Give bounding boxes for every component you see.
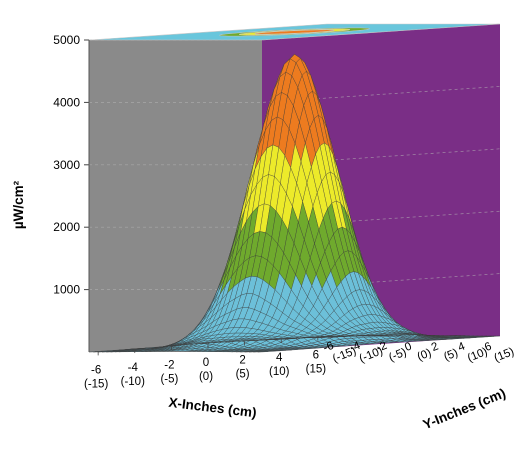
- x-tick-label-cm: (-10): [121, 376, 145, 388]
- y-tick-label-cm: (0): [416, 347, 434, 363]
- x-tick-label-cm: (-5): [160, 373, 178, 385]
- x-tick-label: 2: [239, 355, 245, 367]
- x-tick-label: 4: [276, 352, 283, 364]
- x-axis-title: X-Inches (cm): [168, 395, 258, 421]
- x-tick-label: 0: [203, 357, 209, 369]
- x-tick-label: -6: [91, 364, 101, 376]
- y-tick-label-cm: (15): [492, 346, 516, 365]
- y-tick-label-cm: (5): [442, 347, 460, 363]
- x-tick-label-cm: (15): [306, 364, 327, 376]
- x-tick-label: -4: [128, 362, 139, 374]
- z-tick-label: 3000: [53, 158, 80, 172]
- y-axis-title: Y-Inches (cm): [421, 385, 508, 432]
- z-tick-label: 1000: [53, 283, 80, 297]
- z-axis-title: µW/cm²: [11, 180, 26, 229]
- x-tick-label-cm: (-15): [84, 378, 108, 390]
- x-tick-label-cm: (0): [199, 371, 213, 383]
- x-tick-label-cm: (5): [236, 369, 250, 381]
- y-tick-label: 4: [456, 340, 467, 354]
- x-tick-label-cm: (10): [269, 366, 290, 378]
- x-tick-label: 6: [313, 350, 319, 362]
- z-tick-label: 5000: [53, 33, 80, 47]
- y-tick-label: 2: [430, 340, 440, 354]
- z-tick-label: 2000: [53, 220, 80, 234]
- z-tick-label: 4000: [53, 95, 80, 109]
- x-tick-label: -2: [164, 359, 174, 371]
